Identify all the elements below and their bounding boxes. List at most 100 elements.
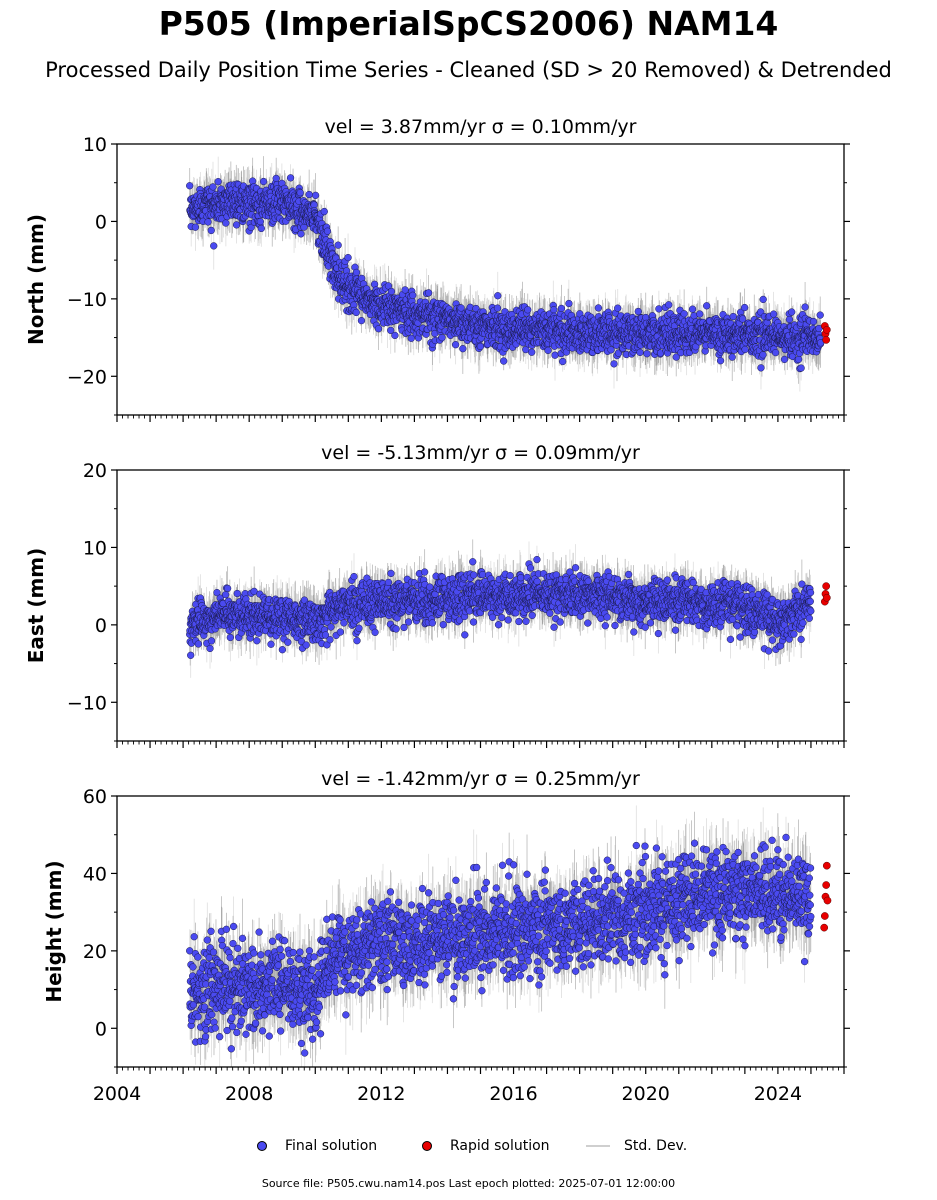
north-plot-area — [186, 156, 831, 392]
final-point — [439, 621, 447, 629]
final-point — [571, 564, 580, 572]
final-point — [801, 303, 809, 311]
north-panel-title: vel = 3.87mm/yr σ = 0.10mm/yr — [325, 116, 637, 138]
final-point — [404, 618, 413, 626]
final-point — [584, 619, 592, 627]
final-point — [566, 568, 574, 576]
final-point — [654, 629, 663, 638]
rapid-point — [822, 325, 831, 334]
final-point — [494, 621, 503, 629]
final-point — [438, 334, 446, 342]
final-point — [533, 555, 541, 564]
final-point — [494, 292, 502, 300]
final-point — [311, 191, 320, 200]
final-point — [551, 351, 559, 359]
final-point — [528, 611, 536, 620]
final-point — [350, 572, 358, 581]
final-point — [550, 623, 558, 631]
y-tick-label: 0 — [95, 211, 107, 233]
final-point — [214, 178, 222, 186]
final-point — [780, 355, 789, 364]
final-point — [296, 189, 304, 197]
final-point — [703, 302, 711, 310]
final-point — [646, 619, 655, 627]
final-point — [352, 308, 360, 317]
north-final-points — [186, 174, 825, 373]
final-point — [526, 564, 535, 572]
final-point — [506, 571, 514, 580]
final-point — [455, 616, 464, 624]
final-point — [741, 345, 749, 354]
final-point — [665, 301, 673, 309]
final-point — [267, 640, 275, 648]
final-point — [257, 224, 265, 233]
final-point — [259, 177, 268, 186]
final-point — [409, 291, 417, 299]
final-point — [493, 304, 502, 312]
final-point — [320, 207, 328, 216]
final-point — [186, 182, 194, 190]
final-point — [672, 353, 680, 361]
final-point — [247, 223, 255, 232]
final-point — [209, 183, 217, 191]
final-point — [769, 310, 778, 318]
final-point — [334, 241, 342, 249]
final-point — [392, 625, 400, 633]
final-point — [655, 305, 663, 313]
final-point — [391, 331, 399, 340]
final-point — [603, 613, 611, 621]
final-point — [400, 623, 408, 632]
final-point — [610, 360, 618, 368]
final-point — [528, 348, 536, 356]
final-point — [344, 253, 352, 262]
final-point — [459, 345, 467, 353]
final-point — [759, 351, 767, 359]
final-point — [809, 317, 818, 326]
final-point — [788, 308, 796, 316]
page-subtitle: Processed Daily Position Time Series - C… — [45, 58, 892, 82]
final-point — [210, 242, 218, 250]
final-point — [194, 640, 203, 648]
final-point — [469, 558, 477, 566]
final-point — [357, 316, 366, 325]
final-point — [213, 588, 221, 597]
final-point — [729, 312, 737, 321]
final-point — [697, 585, 705, 594]
final-point — [428, 619, 436, 627]
final-point — [671, 626, 680, 634]
final-point — [559, 357, 567, 366]
final-point — [206, 644, 214, 653]
final-point — [630, 628, 638, 636]
final-point — [253, 637, 261, 645]
final-point — [544, 346, 552, 355]
final-point — [726, 635, 735, 643]
final-point — [371, 628, 379, 636]
final-point — [384, 282, 393, 290]
north-y-axis-label: North (mm) — [24, 214, 48, 345]
final-point — [757, 364, 765, 372]
final-point — [469, 618, 478, 626]
final-point — [546, 609, 554, 617]
final-point — [284, 638, 292, 646]
final-point — [476, 342, 485, 351]
final-point — [601, 622, 609, 630]
final-point — [738, 315, 747, 323]
final-point — [286, 174, 295, 182]
final-point — [233, 589, 241, 598]
final-point — [421, 568, 429, 576]
final-point — [522, 617, 530, 625]
final-point — [488, 613, 497, 621]
final-point — [191, 223, 200, 231]
final-point — [611, 621, 619, 630]
final-point — [461, 631, 469, 639]
final-point — [451, 341, 460, 349]
final-point — [387, 287, 396, 296]
final-point — [321, 631, 330, 639]
final-point — [643, 350, 651, 358]
final-point — [407, 334, 415, 342]
final-point — [207, 226, 215, 235]
final-point — [517, 574, 525, 582]
y-tick-label: −10 — [67, 289, 107, 311]
